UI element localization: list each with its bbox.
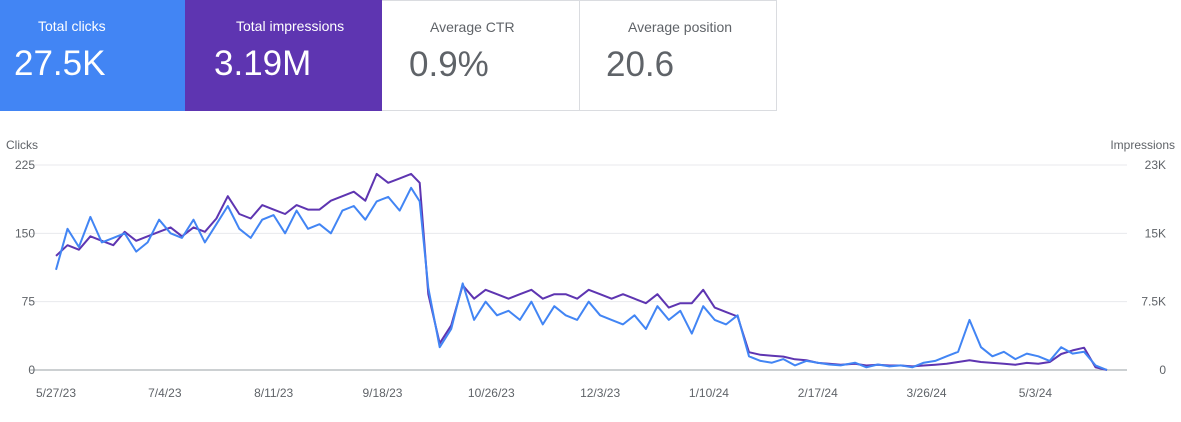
average-ctr-card[interactable]: Average CTR 0.9% xyxy=(382,0,580,111)
gridlines xyxy=(30,164,1127,371)
x-tick-labels: 5/27/23 7/4/23 8/11/23 9/18/23 10/26/23 12/3/… xyxy=(36,386,1052,400)
x-tick: 5/27/23 xyxy=(36,386,76,400)
x-tick: 3/26/24 xyxy=(907,386,947,400)
x-tick: 8/11/23 xyxy=(254,386,293,400)
y-left-tick: 0 xyxy=(28,363,35,377)
total-clicks-value: 27.5K xyxy=(14,44,106,83)
clicks-line xyxy=(55,186,1108,371)
series-lines xyxy=(55,172,1108,371)
x-tick: 1/10/24 xyxy=(689,386,729,400)
total-impressions-value: 3.19M xyxy=(214,44,312,83)
y-left-tick: 225 xyxy=(15,158,35,172)
y-left-axis-label: Clicks xyxy=(6,138,38,152)
x-tick: 9/18/23 xyxy=(362,386,402,400)
total-impressions-card[interactable]: Total impressions 3.19M xyxy=(185,0,382,111)
x-tick: 12/3/23 xyxy=(580,386,620,400)
y-right-tick: 23K xyxy=(1145,158,1166,172)
total-clicks-label: Total clicks xyxy=(38,18,106,34)
average-ctr-label: Average CTR xyxy=(430,19,515,35)
average-position-value: 20.6 xyxy=(606,45,675,84)
y-right-tick: 0 xyxy=(1159,363,1166,377)
x-tick: 2/17/24 xyxy=(798,386,838,400)
y-left-tick: 150 xyxy=(15,226,35,240)
y-right-tick-labels: 0 7.5K 15K 23K xyxy=(1141,158,1166,377)
average-position-card[interactable]: Average position 20.6 xyxy=(580,0,777,111)
y-right-tick: 7.5K xyxy=(1141,295,1166,309)
y-right-tick: 15K xyxy=(1145,226,1166,240)
x-tick: 10/26/23 xyxy=(468,386,515,400)
y-left-tick-labels: 0 75 150 225 xyxy=(15,158,35,377)
summary-cards: Total clicks 27.5K Total impressions 3.1… xyxy=(0,0,777,111)
x-tick: 7/4/23 xyxy=(148,386,182,400)
total-impressions-label: Total impressions xyxy=(236,18,345,34)
y-left-tick: 75 xyxy=(22,295,36,309)
impressions-line xyxy=(55,172,1108,371)
average-position-label: Average position xyxy=(628,19,733,35)
total-clicks-card[interactable]: Total clicks 27.5K xyxy=(0,0,185,111)
x-tick: 5/3/24 xyxy=(1019,386,1053,400)
y-right-axis-label: Impressions xyxy=(1110,138,1175,152)
average-ctr-value: 0.9% xyxy=(409,45,489,84)
